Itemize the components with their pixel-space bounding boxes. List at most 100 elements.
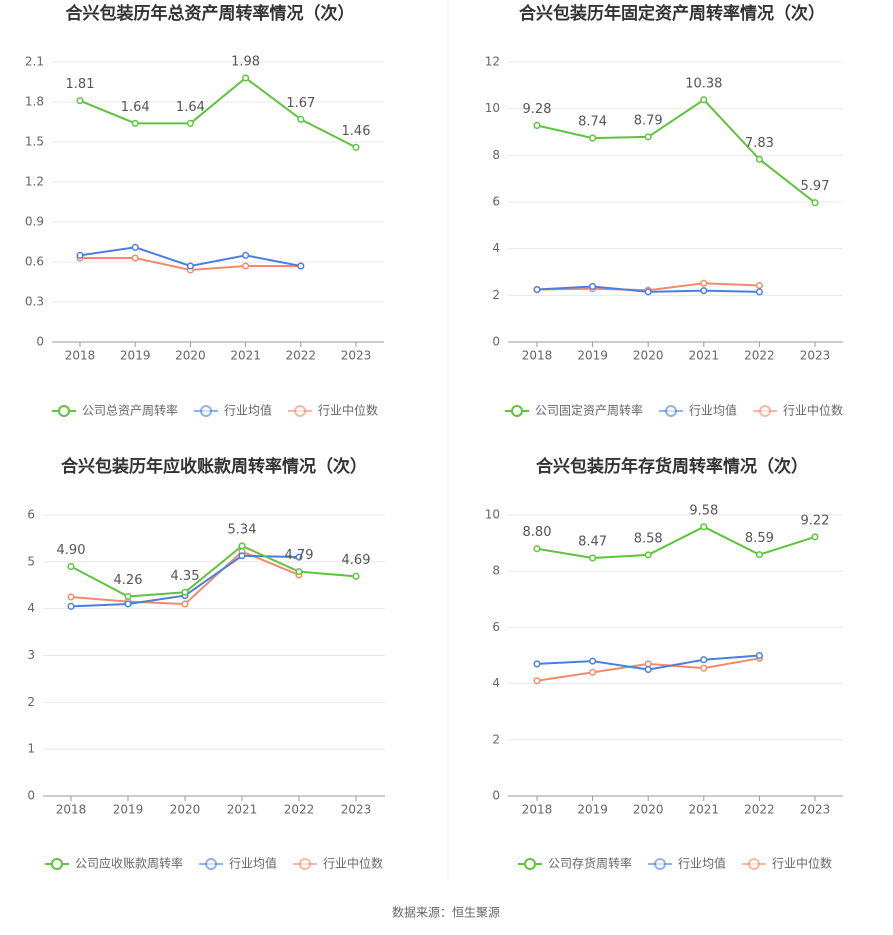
- point: [755, 155, 763, 163]
- value-label: 8.74: [578, 115, 607, 130]
- legend-label: 行业均值: [689, 403, 737, 418]
- x-tick-label: 2018: [56, 803, 87, 817]
- legend-marker: [58, 405, 70, 417]
- y-tick-label: 2: [492, 288, 500, 302]
- point: [811, 533, 819, 541]
- point: [124, 600, 132, 608]
- point: [755, 551, 763, 559]
- point: [589, 554, 597, 562]
- point: [76, 97, 84, 105]
- legend-label: 公司存货周转率: [548, 856, 632, 871]
- x-tick-label: 2020: [633, 349, 664, 363]
- point: [181, 588, 189, 596]
- point: [131, 254, 139, 262]
- y-tick-label: 1: [27, 742, 35, 756]
- point: [700, 523, 708, 531]
- point: [295, 568, 303, 576]
- y-tick-label: 0: [36, 335, 44, 349]
- legend-marker: [748, 858, 761, 870]
- y-tick-label: 1.5: [25, 135, 44, 149]
- y-tick-label: 10: [485, 508, 500, 522]
- y-tick-label: 0.9: [25, 215, 44, 229]
- point: [131, 243, 139, 251]
- x-tick-label: 2020: [170, 803, 201, 817]
- point: [67, 562, 75, 571]
- x-tick-label: 2023: [341, 349, 372, 363]
- series-line: [536, 525, 816, 559]
- value-label: 9.58: [689, 503, 718, 518]
- value-label: 8.79: [634, 113, 663, 128]
- y-tick-label: 5: [27, 554, 35, 568]
- point: [186, 119, 194, 127]
- value-label: 8.80: [523, 525, 552, 540]
- point: [700, 664, 708, 672]
- legend-label: 行业均值: [224, 403, 272, 418]
- value-label: 10.38: [685, 76, 722, 91]
- y-tick-label: 4: [492, 241, 500, 255]
- y-tick-label: 2.1: [25, 55, 44, 69]
- legend-label: 行业均值: [229, 856, 277, 871]
- x-tick-label: 2020: [175, 349, 206, 363]
- point: [644, 133, 652, 141]
- value-label: 4.69: [342, 553, 371, 568]
- value-label: 1.46: [342, 124, 371, 139]
- point: [76, 251, 84, 259]
- y-tick-label: 6: [492, 620, 500, 634]
- value-label: 8.47: [578, 534, 607, 549]
- value-label: 9.22: [801, 513, 830, 528]
- x-tick-label: 2023: [800, 349, 831, 363]
- value-label: 1.64: [176, 100, 205, 115]
- y-tick-label: 2: [492, 732, 500, 746]
- legend-label: 公司总资产周转率: [82, 403, 178, 418]
- x-tick-label: 2023: [341, 803, 372, 817]
- value-label: 1.81: [66, 77, 95, 92]
- point: [644, 288, 652, 296]
- y-tick-label: 0.6: [25, 255, 44, 269]
- legend-marker: [51, 858, 63, 870]
- y-tick-label: 10: [485, 101, 500, 115]
- x-tick-label: 2022: [744, 803, 775, 817]
- point: [124, 592, 132, 601]
- x-tick-label: 2021: [230, 349, 261, 363]
- y-tick-label: 6: [27, 508, 35, 522]
- point: [297, 115, 305, 123]
- x-tick-label: 2019: [577, 349, 608, 363]
- point: [644, 666, 652, 674]
- point: [533, 285, 541, 294]
- series-line: [70, 544, 357, 598]
- series-line: [79, 76, 357, 149]
- chart-title: 合兴包装历年总资产周转率情况（次）: [66, 3, 355, 24]
- value-label: 4.90: [57, 543, 86, 558]
- point: [238, 542, 246, 550]
- legend-marker: [511, 405, 523, 417]
- legend-label: 行业均值: [678, 856, 726, 871]
- legend-label: 行业中位数: [772, 856, 832, 871]
- point: [700, 656, 708, 664]
- value-label: 8.59: [745, 531, 774, 546]
- point: [295, 553, 303, 561]
- point: [242, 262, 250, 270]
- value-label: 4.35: [171, 569, 200, 584]
- x-tick-label: 2022: [744, 349, 775, 363]
- legend-label: 行业中位数: [323, 856, 383, 871]
- x-tick-label: 2021: [689, 803, 720, 817]
- y-tick-label: 0: [492, 789, 500, 803]
- x-tick-label: 2018: [522, 349, 553, 363]
- point: [589, 657, 597, 665]
- y-tick-label: 4: [27, 601, 35, 615]
- legend-label: 行业中位数: [783, 403, 843, 418]
- value-label: 7.83: [745, 136, 774, 151]
- point: [755, 651, 763, 660]
- point: [297, 262, 305, 270]
- point: [238, 552, 246, 560]
- point: [533, 121, 541, 130]
- point: [644, 660, 652, 668]
- chart-title: 合兴包装历年应收账款周转率情况（次）: [61, 456, 367, 477]
- point: [242, 251, 250, 259]
- point: [700, 96, 708, 104]
- x-tick-label: 2022: [284, 803, 315, 817]
- y-tick-label: 1.8: [25, 95, 44, 109]
- point: [352, 143, 360, 151]
- point: [186, 262, 194, 270]
